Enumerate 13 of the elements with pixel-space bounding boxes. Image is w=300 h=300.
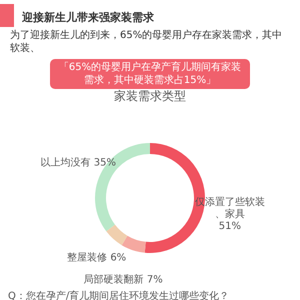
slice-label: 局部硬装翻新 7% xyxy=(84,274,163,286)
donut-slice xyxy=(122,236,146,253)
text: 为了迎接新生儿的到来，65%的母婴用户存在家装需求，其中软装、 xyxy=(9,28,284,56)
data-label: 51% xyxy=(218,220,242,232)
text: 迎接新生儿带来强家装需求 xyxy=(0,4,300,27)
donut-slice xyxy=(106,224,128,246)
slice-label: 仅添置了些软装、家具 xyxy=(194,196,265,220)
slice-label: 整屋装修 6% xyxy=(67,252,126,264)
text: 「65%的母婴用户在孕产育儿期间有家装需求，其中硬装需求占15%」 xyxy=(50,59,250,89)
donut-slice xyxy=(144,143,205,253)
donut-slice xyxy=(95,143,150,232)
chart-title: 家装需求类型 xyxy=(114,89,186,103)
slice-label: 以上均没有 35% xyxy=(40,156,116,168)
